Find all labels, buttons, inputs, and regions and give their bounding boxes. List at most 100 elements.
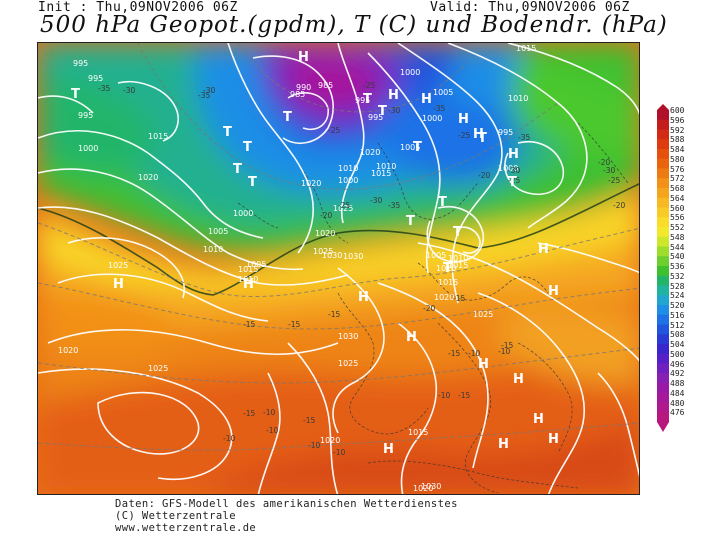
isobar-label: 1020 (58, 346, 78, 355)
legend-label: 548 (670, 232, 685, 242)
isotherm-label: -15 (243, 409, 255, 418)
legend-label: 552 (670, 223, 685, 232)
legend-label: 504 (670, 340, 685, 349)
isotherm-label: -15 (328, 310, 340, 319)
legend-label: 524 (670, 291, 685, 301)
isotherm-label: -15 (243, 320, 255, 329)
isotherm-label: -25 (608, 176, 620, 185)
isobar-label: 1020 (315, 229, 335, 238)
isotherm-label: -35 (98, 84, 110, 93)
legend-swatch (657, 178, 669, 189)
legend-label: 532 (670, 271, 685, 281)
legend-swatch (657, 168, 669, 179)
legend-label: 488 (670, 379, 685, 388)
pressure-system-marker: T (453, 225, 462, 240)
isotherm-label: -10 (438, 391, 450, 400)
footer-copyright: (C) Wetterzentrale (115, 510, 236, 522)
isobar-label: 1025 (338, 359, 358, 368)
legend-swatch (657, 295, 669, 306)
legend-arrow-bottom (657, 422, 669, 432)
legend-swatch (657, 197, 669, 208)
isobar-label: 1010 (376, 162, 396, 171)
isobar-label: 1000 (422, 114, 442, 123)
isotherm-label: -20 (423, 304, 435, 313)
isotherm-label: -25 (363, 81, 375, 90)
isobar-label: 985 (290, 90, 305, 99)
isotherm-labels: -35 -30-35-30-25-25-30 -35-25-20-25-30-35-… (98, 81, 640, 457)
weather-map: 995 995 995 1000 1015 1020 1000 1005 1010 1025 100… (37, 42, 640, 495)
isotherm-label: -35 (388, 201, 400, 210)
isobar-label: 1020 (320, 436, 340, 445)
pressure-system-marker: T (438, 195, 447, 210)
legend-label: 508 (670, 330, 685, 340)
pressure-system-marker: H (548, 432, 559, 447)
legend-label: 496 (670, 359, 685, 369)
pressure-system-marker: H (458, 112, 469, 127)
pressure-system-marker: H (533, 412, 544, 427)
legend-swatch (657, 305, 669, 316)
isotherm-label: -20 (638, 266, 640, 275)
valid-time-label: Valid: Thu,09NOV2006 06Z (430, 0, 630, 15)
footer-url[interactable]: www.wetterzentrale.de (115, 522, 257, 534)
isobar-label: 1025 (473, 310, 493, 319)
isotherm-label: -30 (603, 166, 615, 175)
legend-label: 580 (670, 154, 685, 164)
isotherm-label: -10 (223, 434, 235, 443)
legend-label: 512 (670, 320, 685, 330)
isobar-label: 1030 (343, 252, 363, 261)
isotherm-label: -15 (448, 349, 460, 358)
isotherm-label: -15 (458, 391, 470, 400)
isobar-label: 1015 (238, 265, 258, 274)
pressure-system-marker: H (358, 290, 369, 305)
isobar-label: 1015 (148, 132, 168, 141)
legend-swatch (657, 149, 669, 160)
legend-swatch (657, 392, 669, 403)
isobar-label: 1020 (360, 148, 380, 157)
isotherm-label: -10 (468, 349, 480, 358)
legend-swatch (657, 344, 669, 355)
pressure-system-marker: T (413, 140, 422, 155)
isobar-label: 1000 (338, 176, 358, 185)
isotherm-label: -25 (458, 131, 470, 140)
pressure-system-marker: T (248, 175, 257, 190)
legend-colorbar (657, 104, 669, 432)
isobar-label: 1000 (400, 68, 420, 77)
legend-label: 592 (670, 125, 685, 135)
isobar-label: 995 (73, 59, 88, 68)
legend-swatch (657, 402, 669, 413)
isobar-label: 1030 (322, 251, 342, 260)
isobar-label: 1000 (78, 144, 98, 153)
legend-swatch (657, 119, 669, 130)
temperature-legend: 600 596 592 588 584 580 576 572 568 564 560 556 552 5… (656, 104, 720, 434)
isobar-label: 1025 (333, 204, 353, 213)
legend-swatch (657, 334, 669, 345)
legend-swatch (657, 188, 669, 199)
legend-label: 476 (670, 408, 685, 418)
legend-arrow-top (657, 104, 669, 110)
legend-swatch (657, 139, 669, 150)
pressure-system-marker: T (406, 214, 415, 229)
isotherm-label: -10 (308, 441, 320, 450)
legend-swatch (657, 256, 669, 267)
legend-swatch (657, 227, 669, 238)
isobar-label: 995 (78, 111, 93, 120)
legend-label: 544 (670, 242, 685, 252)
legend-swatch (657, 158, 669, 169)
isobar-label: 1015 (438, 278, 458, 287)
legend-label: 520 (670, 301, 685, 310)
pressure-system-marker: H (298, 50, 309, 65)
legend-label: 484 (670, 388, 685, 398)
legend-label: 556 (670, 213, 685, 223)
isobar-label: 1005 (426, 251, 446, 260)
legend-label: 600 (670, 106, 685, 115)
legend-swatch (657, 207, 669, 218)
pressure-system-marker: H (498, 437, 509, 452)
isobar-label: 1005 (433, 88, 453, 97)
isotherm-label: -10 (263, 408, 275, 417)
legend-swatch (657, 266, 669, 277)
pressure-system-marker: T (71, 87, 80, 102)
isotherm-label: -35 (433, 104, 445, 113)
isotherm-label: -35 (518, 133, 530, 142)
legend-label: 588 (670, 135, 685, 145)
